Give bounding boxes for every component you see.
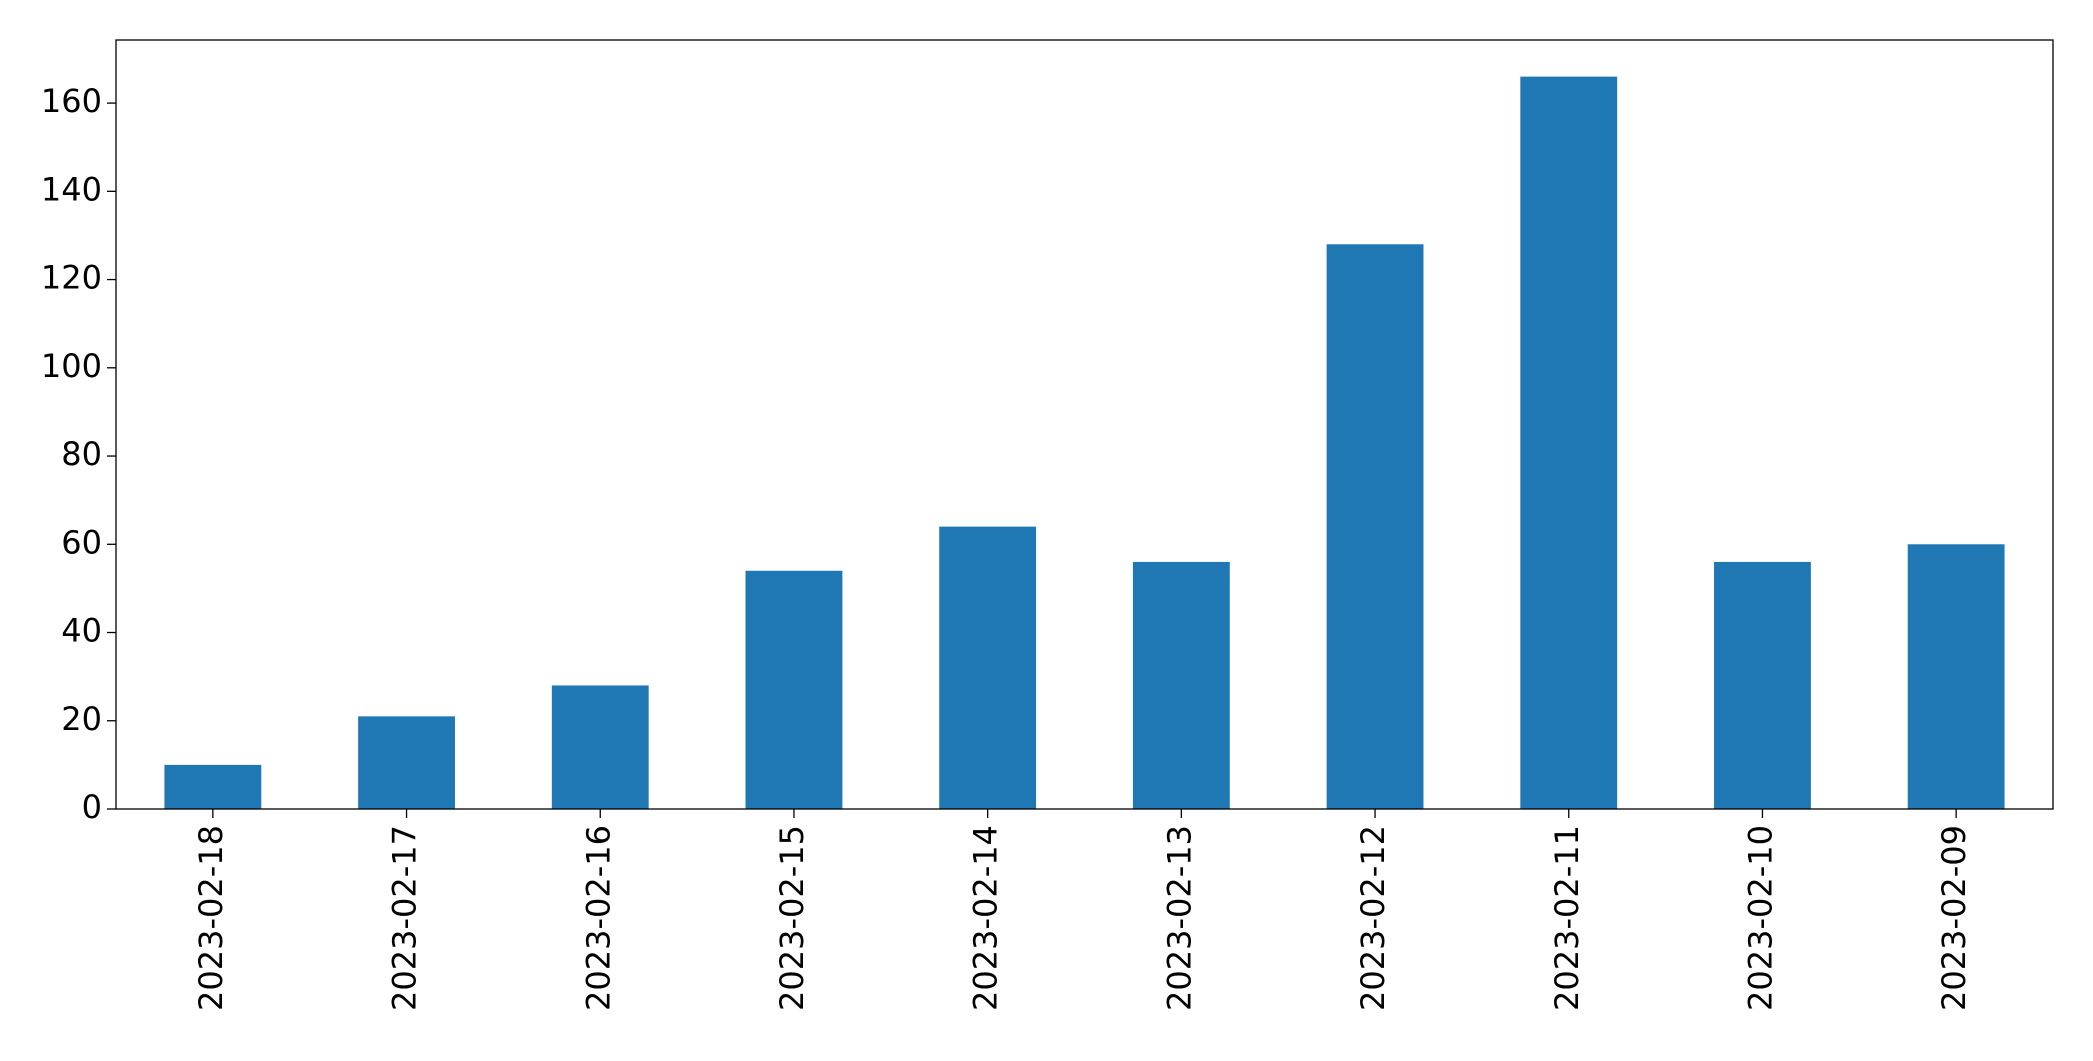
bar	[164, 764, 262, 809]
x-tick-label: 2023-02-16	[579, 825, 617, 1011]
y-tick-label: 0	[82, 788, 102, 826]
x-tick-label: 2023-02-12	[1354, 825, 1392, 1011]
x-tick-label: 2023-02-09	[1935, 825, 1973, 1011]
bar	[939, 526, 1037, 809]
x-tick-label: 2023-02-11	[1548, 825, 1586, 1011]
y-tick-label: 20	[61, 700, 102, 738]
y-tick-label: 40	[61, 612, 102, 650]
bar	[1714, 561, 1811, 809]
bar	[1132, 561, 1230, 809]
bar	[1907, 544, 2005, 809]
y-tick-label: 140	[41, 170, 102, 208]
x-tick-label: 2023-02-14	[967, 825, 1005, 1011]
x-tick-label: 2023-02-18	[192, 825, 230, 1011]
bar	[551, 685, 649, 809]
x-tick-label: 2023-02-13	[1160, 825, 1198, 1011]
bar	[1520, 76, 1618, 810]
plot-frame	[115, 39, 2054, 810]
bar	[745, 570, 843, 809]
y-tick-label: 120	[41, 259, 102, 297]
x-tick-label: 2023-02-17	[386, 825, 424, 1011]
x-tick-label: 2023-02-10	[1741, 825, 1779, 1011]
x-tick-label: 2023-02-15	[773, 825, 811, 1011]
bar	[358, 716, 455, 809]
y-tick-label: 160	[41, 82, 102, 120]
y-tick-label: 100	[41, 347, 102, 385]
bar	[1326, 244, 1424, 809]
y-tick-label: 80	[61, 435, 102, 473]
y-tick-label: 60	[61, 523, 102, 561]
